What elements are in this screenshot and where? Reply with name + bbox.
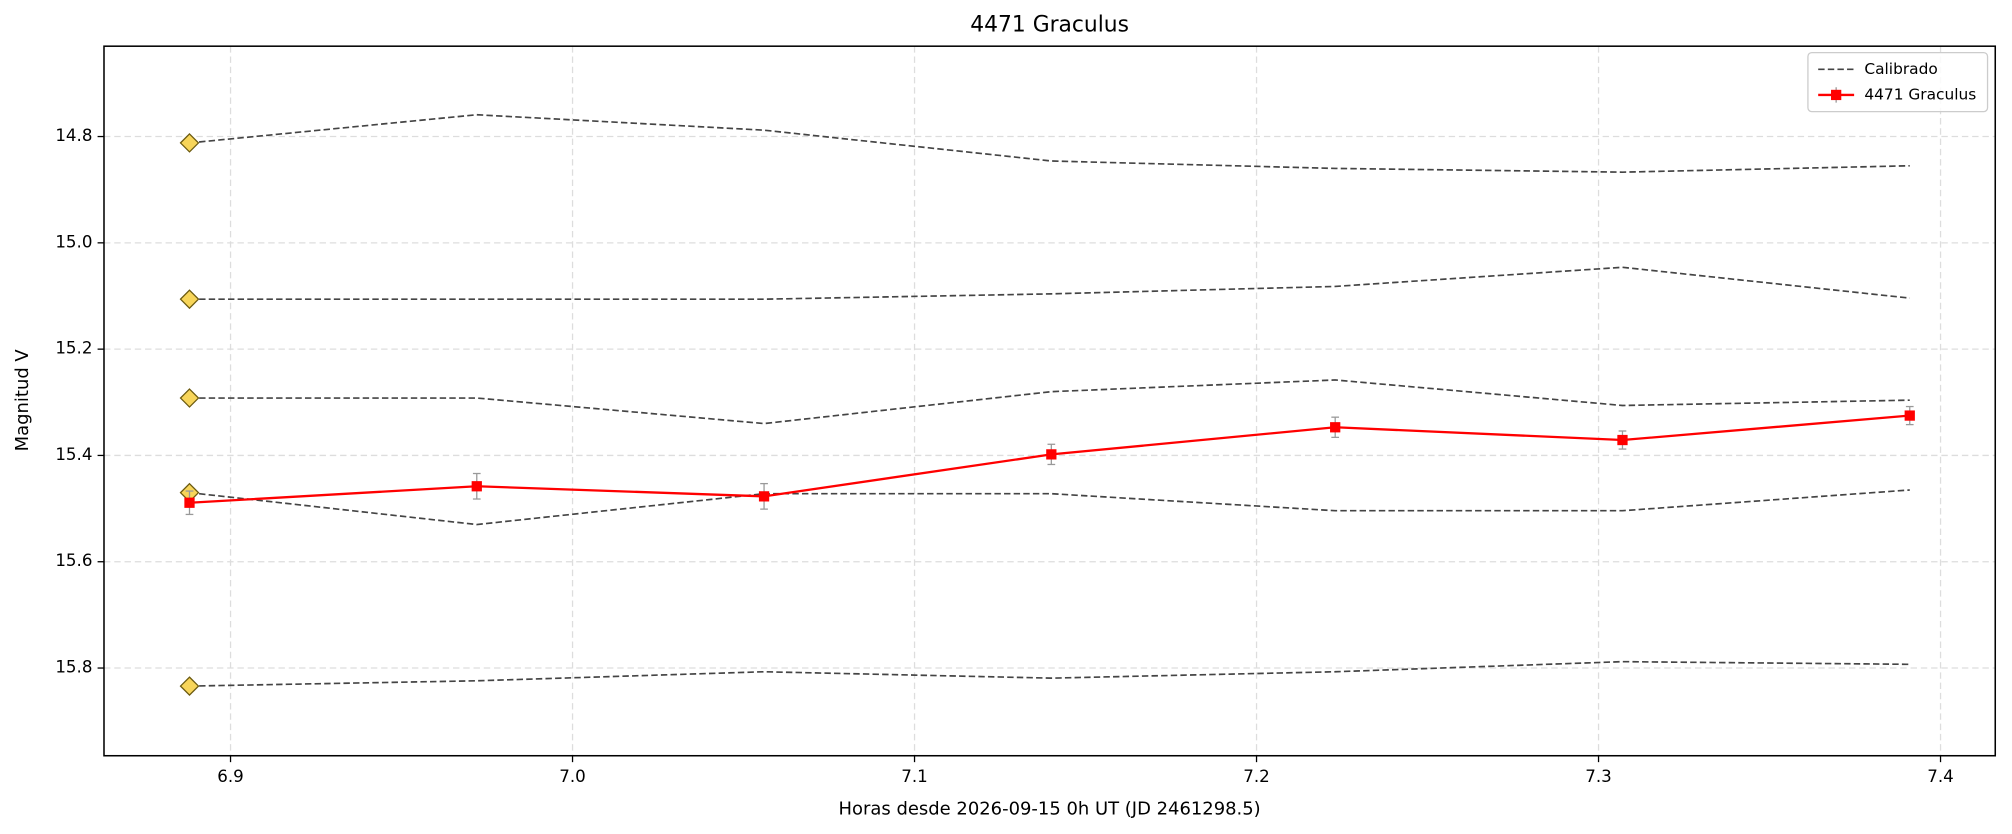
x-axis-label: Horas desde 2026-09-15 0h UT (JD 2461298… xyxy=(839,799,1261,820)
chart-title: 4471 Graculus xyxy=(970,13,1129,38)
calibrated-line xyxy=(189,489,1910,526)
series-marker xyxy=(1617,434,1628,446)
calibrated-marker xyxy=(179,133,200,153)
series-marker xyxy=(184,497,195,508)
series-marker xyxy=(758,491,770,502)
calibrated-marker xyxy=(179,676,200,696)
y-tick-label: 15.4 xyxy=(55,445,92,464)
x-tick-label: 7.1 xyxy=(901,767,928,786)
x-tick-label: 7.0 xyxy=(559,767,586,786)
calibrated-marker xyxy=(179,388,200,408)
series-marker xyxy=(1046,449,1057,460)
legend-label: 4471 Graculus xyxy=(1864,85,1976,103)
x-tick-label: 7.3 xyxy=(1585,767,1612,786)
y-tick-label: 15.6 xyxy=(55,551,92,570)
y-tick-label: 14.8 xyxy=(55,126,92,145)
calibrated-line xyxy=(189,266,1910,301)
calibrated-marker xyxy=(179,289,200,310)
calibrated-line xyxy=(189,660,1910,687)
y-tick-label: 15.0 xyxy=(55,232,92,251)
y-tick-label: 15.2 xyxy=(55,339,92,358)
calibrated-line xyxy=(189,379,1910,425)
y-tick-label: 15.8 xyxy=(55,658,92,677)
legend: Calibrado 4471 Graculus xyxy=(1807,51,1989,113)
series-marker xyxy=(471,481,482,492)
x-tick-label: 7.2 xyxy=(1243,767,1270,786)
series-marker xyxy=(1904,410,1915,421)
x-tick-label: 6.9 xyxy=(217,767,244,786)
legend-label: Calibrado xyxy=(1864,60,1937,78)
plot-frame xyxy=(103,45,1997,757)
legend-swatch xyxy=(1831,89,1842,101)
x-tick-label: 7.4 xyxy=(1927,767,1954,786)
series-marker xyxy=(1330,422,1341,433)
calibrated-line xyxy=(189,113,1910,173)
y-axis-label: Magnitud V xyxy=(12,349,33,452)
legend-box xyxy=(1807,51,1989,113)
